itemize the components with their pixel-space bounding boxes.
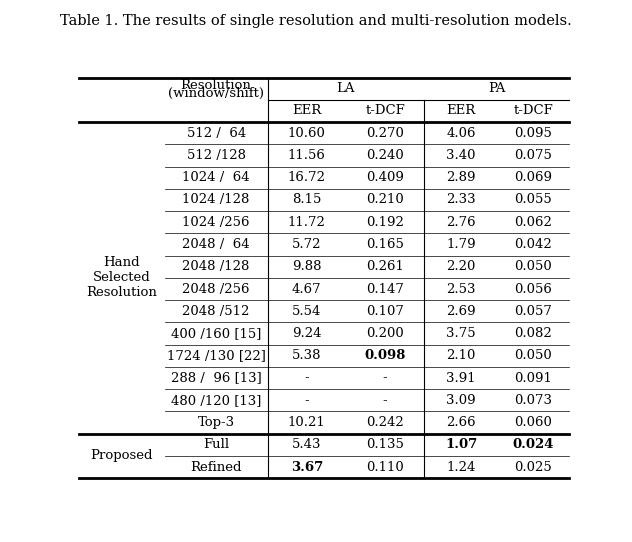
Text: t-DCF: t-DCF	[365, 105, 405, 118]
Text: 2.69: 2.69	[446, 305, 476, 318]
Text: 0.240: 0.240	[367, 149, 404, 162]
Text: 0.098: 0.098	[365, 349, 406, 362]
Text: 16.72: 16.72	[288, 171, 325, 184]
Text: 5.72: 5.72	[292, 238, 322, 251]
Text: 3.09: 3.09	[446, 394, 476, 407]
Text: 9.24: 9.24	[292, 327, 322, 340]
Text: -: -	[305, 394, 309, 407]
Text: 0.242: 0.242	[367, 416, 404, 429]
Text: 1.79: 1.79	[446, 238, 476, 251]
Text: 0.055: 0.055	[514, 193, 552, 207]
Text: 0.025: 0.025	[514, 461, 552, 474]
Text: 0.200: 0.200	[367, 327, 404, 340]
Text: 0.409: 0.409	[366, 171, 404, 184]
Text: 2.10: 2.10	[446, 349, 476, 362]
Text: 0.075: 0.075	[514, 149, 552, 162]
Text: 512 /128: 512 /128	[186, 149, 246, 162]
Text: 0.056: 0.056	[514, 282, 552, 295]
Text: 2.53: 2.53	[446, 282, 476, 295]
Text: 0.082: 0.082	[514, 327, 552, 340]
Text: 2048 /  64: 2048 / 64	[182, 238, 250, 251]
Text: 2048 /256: 2048 /256	[183, 282, 250, 295]
Text: 0.110: 0.110	[367, 461, 404, 474]
Text: Full: Full	[203, 438, 229, 451]
Text: 0.060: 0.060	[514, 416, 552, 429]
Text: 2.66: 2.66	[446, 416, 476, 429]
Text: 0.107: 0.107	[366, 305, 404, 318]
Text: 288 /  96 [13]: 288 / 96 [13]	[171, 372, 262, 384]
Text: 2.33: 2.33	[446, 193, 476, 207]
Text: 9.88: 9.88	[292, 260, 322, 273]
Text: 0.135: 0.135	[366, 438, 404, 451]
Text: 0.261: 0.261	[366, 260, 404, 273]
Text: 0.165: 0.165	[366, 238, 404, 251]
Text: Refined: Refined	[190, 461, 242, 474]
Text: -: -	[383, 372, 387, 384]
Text: 11.72: 11.72	[288, 216, 325, 229]
Text: Table 1. The results of single resolution and multi-resolution models.: Table 1. The results of single resolutio…	[60, 14, 572, 28]
Text: 400 /160 [15]: 400 /160 [15]	[171, 327, 261, 340]
Text: 2048 /512: 2048 /512	[183, 305, 250, 318]
Text: (window/shift): (window/shift)	[168, 87, 264, 100]
Text: PA: PA	[488, 82, 505, 95]
Text: Resolution: Resolution	[181, 79, 252, 92]
Text: 5.38: 5.38	[292, 349, 322, 362]
Text: 3.40: 3.40	[446, 149, 476, 162]
Text: 2048 /128: 2048 /128	[183, 260, 250, 273]
Text: 0.057: 0.057	[514, 305, 552, 318]
Text: 3.67: 3.67	[291, 461, 323, 474]
Text: -: -	[383, 394, 387, 407]
Text: 2.89: 2.89	[446, 171, 476, 184]
Text: Hand
Selected
Resolution: Hand Selected Resolution	[87, 256, 157, 299]
Text: 0.210: 0.210	[367, 193, 404, 207]
Text: 10.21: 10.21	[288, 416, 325, 429]
Text: 2.76: 2.76	[446, 216, 476, 229]
Text: 10.60: 10.60	[288, 127, 325, 140]
Text: 512 /  64: 512 / 64	[186, 127, 246, 140]
Text: 4.06: 4.06	[446, 127, 476, 140]
Text: 3.75: 3.75	[446, 327, 476, 340]
Text: 1024 /  64: 1024 / 64	[182, 171, 250, 184]
Text: 0.270: 0.270	[366, 127, 404, 140]
Text: 1.24: 1.24	[446, 461, 476, 474]
Text: 2.20: 2.20	[446, 260, 476, 273]
Text: 0.024: 0.024	[513, 438, 554, 451]
Text: 1724 /130 [22]: 1724 /130 [22]	[167, 349, 265, 362]
Text: EER: EER	[292, 105, 322, 118]
Text: t-DCF: t-DCF	[513, 105, 553, 118]
Text: 0.062: 0.062	[514, 216, 552, 229]
Text: 11.56: 11.56	[288, 149, 325, 162]
Text: 0.192: 0.192	[366, 216, 404, 229]
Text: 0.091: 0.091	[514, 372, 552, 384]
Text: 0.069: 0.069	[514, 171, 552, 184]
Text: 0.050: 0.050	[514, 349, 552, 362]
Text: 3.91: 3.91	[446, 372, 476, 384]
Text: 5.54: 5.54	[292, 305, 322, 318]
Text: 1.07: 1.07	[445, 438, 477, 451]
Text: 0.042: 0.042	[514, 238, 552, 251]
Text: LA: LA	[337, 82, 355, 95]
Text: 8.15: 8.15	[292, 193, 322, 207]
Text: 5.43: 5.43	[292, 438, 322, 451]
Text: 0.147: 0.147	[366, 282, 404, 295]
Text: Top-3: Top-3	[198, 416, 234, 429]
Text: 0.050: 0.050	[514, 260, 552, 273]
Text: -: -	[305, 372, 309, 384]
Text: 1024 /256: 1024 /256	[183, 216, 250, 229]
Text: Proposed: Proposed	[90, 449, 153, 462]
Text: 4.67: 4.67	[292, 282, 322, 295]
Text: 1024 /128: 1024 /128	[183, 193, 250, 207]
Text: 0.073: 0.073	[514, 394, 552, 407]
Text: 480 /120 [13]: 480 /120 [13]	[171, 394, 261, 407]
Text: 0.095: 0.095	[514, 127, 552, 140]
Text: EER: EER	[446, 105, 476, 118]
